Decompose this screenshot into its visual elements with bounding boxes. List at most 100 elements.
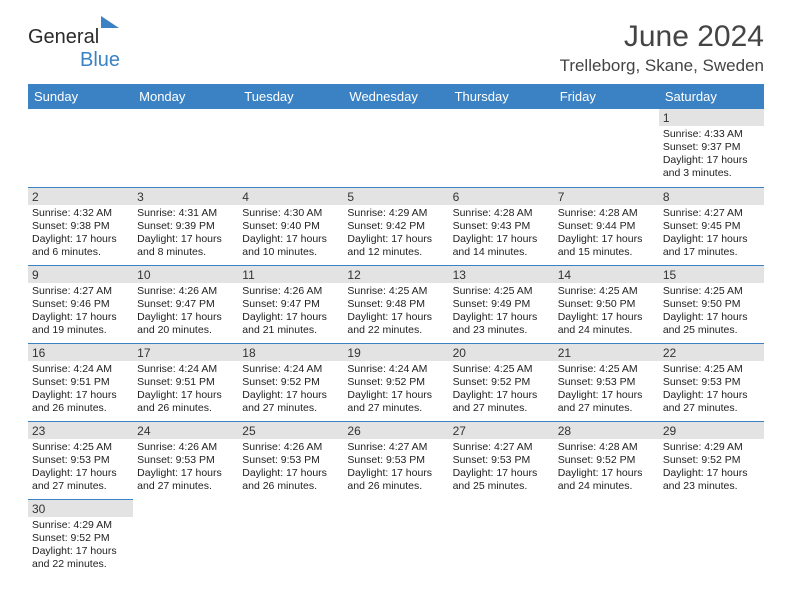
calendar-cell: 2Sunrise: 4:32 AMSunset: 9:38 PMDaylight…: [28, 187, 133, 265]
weekday-header: Wednesday: [343, 84, 448, 109]
day-sunset: Sunset: 9:53 PM: [347, 454, 444, 467]
day-sunset: Sunset: 9:53 PM: [453, 454, 550, 467]
day-number: 2: [28, 188, 133, 205]
calendar-cell: 12Sunrise: 4:25 AMSunset: 9:48 PMDayligh…: [343, 265, 448, 343]
day-sunset: Sunset: 9:52 PM: [32, 532, 129, 545]
day-sunset: Sunset: 9:52 PM: [558, 454, 655, 467]
calendar-cell: 15Sunrise: 4:25 AMSunset: 9:50 PMDayligh…: [659, 265, 764, 343]
day-daylight1: Daylight: 17 hours: [558, 389, 655, 402]
day-number: 23: [28, 422, 133, 439]
day-details: Sunrise: 4:25 AMSunset: 9:48 PMDaylight:…: [343, 283, 448, 340]
calendar-cell: 19Sunrise: 4:24 AMSunset: 9:52 PMDayligh…: [343, 343, 448, 421]
day-number: 12: [343, 266, 448, 283]
day-sunset: Sunset: 9:53 PM: [137, 454, 234, 467]
day-details: Sunrise: 4:25 AMSunset: 9:53 PMDaylight:…: [28, 439, 133, 496]
day-details: Sunrise: 4:26 AMSunset: 9:53 PMDaylight:…: [238, 439, 343, 496]
day-sunrise: Sunrise: 4:27 AM: [347, 441, 444, 454]
day-number: 3: [133, 188, 238, 205]
day-sunrise: Sunrise: 4:25 AM: [453, 285, 550, 298]
day-daylight2: and 26 minutes.: [137, 402, 234, 415]
day-sunset: Sunset: 9:46 PM: [32, 298, 129, 311]
day-sunset: Sunset: 9:38 PM: [32, 220, 129, 233]
day-number: 11: [238, 266, 343, 283]
weekday-header: Saturday: [659, 84, 764, 109]
day-daylight2: and 26 minutes.: [242, 480, 339, 493]
day-daylight2: and 27 minutes.: [663, 402, 760, 415]
title-block: June 2024 Trelleborg, Skane, Sweden: [560, 20, 764, 76]
day-sunrise: Sunrise: 4:27 AM: [663, 207, 760, 220]
day-number: 14: [554, 266, 659, 283]
day-daylight2: and 27 minutes.: [453, 402, 550, 415]
day-sunset: Sunset: 9:52 PM: [453, 376, 550, 389]
day-number: 8: [659, 188, 764, 205]
logo: General Blue: [28, 26, 120, 72]
day-details: Sunrise: 4:29 AMSunset: 9:52 PMDaylight:…: [659, 439, 764, 496]
day-daylight2: and 21 minutes.: [242, 324, 339, 337]
day-details: Sunrise: 4:25 AMSunset: 9:49 PMDaylight:…: [449, 283, 554, 340]
day-sunrise: Sunrise: 4:24 AM: [32, 363, 129, 376]
day-details: Sunrise: 4:25 AMSunset: 9:53 PMDaylight:…: [554, 361, 659, 418]
day-details: Sunrise: 4:29 AMSunset: 9:42 PMDaylight:…: [343, 205, 448, 262]
day-details: Sunrise: 4:28 AMSunset: 9:52 PMDaylight:…: [554, 439, 659, 496]
day-details: Sunrise: 4:26 AMSunset: 9:47 PMDaylight:…: [133, 283, 238, 340]
day-sunrise: Sunrise: 4:25 AM: [663, 285, 760, 298]
month-title: June 2024: [560, 20, 764, 54]
day-daylight1: Daylight: 17 hours: [137, 389, 234, 402]
day-number: 20: [449, 344, 554, 361]
calendar-cell: 30Sunrise: 4:29 AMSunset: 9:52 PMDayligh…: [28, 499, 133, 577]
calendar-cell: 22Sunrise: 4:25 AMSunset: 9:53 PMDayligh…: [659, 343, 764, 421]
day-details: Sunrise: 4:27 AMSunset: 9:45 PMDaylight:…: [659, 205, 764, 262]
day-daylight2: and 27 minutes.: [137, 480, 234, 493]
day-daylight1: Daylight: 17 hours: [347, 233, 444, 246]
day-sunrise: Sunrise: 4:25 AM: [32, 441, 129, 454]
calendar-cell: 3Sunrise: 4:31 AMSunset: 9:39 PMDaylight…: [133, 187, 238, 265]
day-sunrise: Sunrise: 4:29 AM: [663, 441, 760, 454]
header: General Blue June 2024 Trelleborg, Skane…: [28, 20, 764, 76]
day-sunset: Sunset: 9:37 PM: [663, 141, 760, 154]
day-sunrise: Sunrise: 4:29 AM: [32, 519, 129, 532]
day-number: 29: [659, 422, 764, 439]
day-sunrise: Sunrise: 4:31 AM: [137, 207, 234, 220]
day-number: 9: [28, 266, 133, 283]
day-daylight2: and 23 minutes.: [663, 480, 760, 493]
day-sunrise: Sunrise: 4:33 AM: [663, 128, 760, 141]
day-details: Sunrise: 4:28 AMSunset: 9:43 PMDaylight:…: [449, 205, 554, 262]
day-daylight1: Daylight: 17 hours: [453, 389, 550, 402]
day-daylight1: Daylight: 17 hours: [242, 311, 339, 324]
day-details: Sunrise: 4:24 AMSunset: 9:51 PMDaylight:…: [133, 361, 238, 418]
weekday-header: Thursday: [449, 84, 554, 109]
day-daylight1: Daylight: 17 hours: [663, 389, 760, 402]
day-sunset: Sunset: 9:42 PM: [347, 220, 444, 233]
day-number: 21: [554, 344, 659, 361]
day-sunrise: Sunrise: 4:24 AM: [347, 363, 444, 376]
day-daylight1: Daylight: 17 hours: [32, 467, 129, 480]
calendar-cell: 29Sunrise: 4:29 AMSunset: 9:52 PMDayligh…: [659, 421, 764, 499]
day-details: Sunrise: 4:25 AMSunset: 9:50 PMDaylight:…: [659, 283, 764, 340]
calendar-cell: 10Sunrise: 4:26 AMSunset: 9:47 PMDayligh…: [133, 265, 238, 343]
day-daylight2: and 27 minutes.: [242, 402, 339, 415]
calendar-cell: 28Sunrise: 4:28 AMSunset: 9:52 PMDayligh…: [554, 421, 659, 499]
day-daylight2: and 17 minutes.: [663, 246, 760, 259]
day-daylight1: Daylight: 17 hours: [453, 233, 550, 246]
calendar-cell: 20Sunrise: 4:25 AMSunset: 9:52 PMDayligh…: [449, 343, 554, 421]
calendar-cell: [554, 109, 659, 187]
day-sunset: Sunset: 9:45 PM: [663, 220, 760, 233]
day-sunset: Sunset: 9:40 PM: [242, 220, 339, 233]
calendar-cell: 16Sunrise: 4:24 AMSunset: 9:51 PMDayligh…: [28, 343, 133, 421]
day-number: 30: [28, 500, 133, 517]
day-sunrise: Sunrise: 4:26 AM: [242, 285, 339, 298]
calendar-cell: [659, 499, 764, 577]
day-daylight2: and 14 minutes.: [453, 246, 550, 259]
calendar-cell: [343, 109, 448, 187]
day-details: Sunrise: 4:27 AMSunset: 9:46 PMDaylight:…: [28, 283, 133, 340]
day-number: 27: [449, 422, 554, 439]
day-sunrise: Sunrise: 4:28 AM: [558, 207, 655, 220]
day-daylight1: Daylight: 17 hours: [137, 467, 234, 480]
day-number: 13: [449, 266, 554, 283]
calendar-cell: [28, 109, 133, 187]
calendar-cell: 4Sunrise: 4:30 AMSunset: 9:40 PMDaylight…: [238, 187, 343, 265]
day-sunrise: Sunrise: 4:25 AM: [558, 285, 655, 298]
day-daylight2: and 26 minutes.: [347, 480, 444, 493]
day-details: Sunrise: 4:26 AMSunset: 9:53 PMDaylight:…: [133, 439, 238, 496]
day-sunrise: Sunrise: 4:26 AM: [137, 441, 234, 454]
